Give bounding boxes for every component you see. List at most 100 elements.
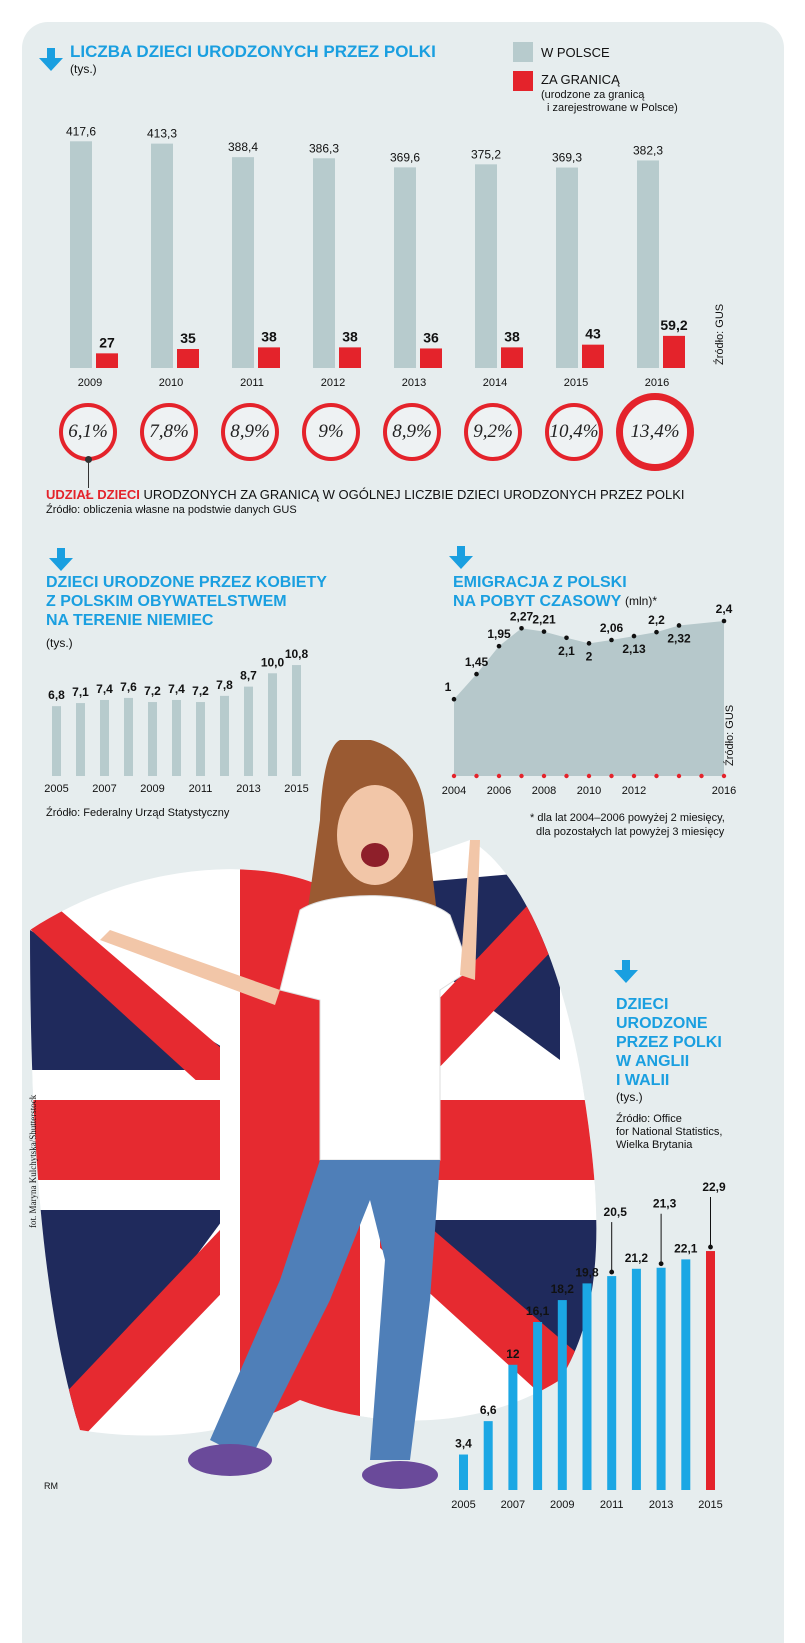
chart3-note-1: * dla lat 2004–2006 powyżej 2 miesięcy, [530, 812, 725, 824]
point-emigration-2010 [586, 641, 592, 646]
bar-england-2010 [582, 1283, 592, 1490]
label-emigration-2006: 1,95 [487, 627, 511, 641]
chart3-title-line1: EMIGRACJA Z POLSKI [453, 574, 627, 591]
axis-dot-2013 [654, 773, 659, 779]
label-poland-2009: 417,6 [66, 124, 96, 138]
label-england-2010: 19,8 [575, 1265, 599, 1279]
share-circle-3: 9% [302, 403, 360, 461]
bar-england-2005 [459, 1454, 468, 1490]
label-poland-2016: 382,3 [633, 143, 663, 157]
chart4-title-line2: URODZONE [616, 1015, 708, 1032]
chart4-title-line5: I WALII [616, 1072, 670, 1089]
chart3-title-line2: NA POBYT CZASOWY [453, 593, 622, 610]
share-title-red: UDZIAŁ DZIECI [46, 487, 140, 502]
label-germany-2005: 6,8 [48, 688, 65, 702]
share-circle-0: 6,1% [59, 403, 117, 461]
label-england-2013: 21,3 [653, 1197, 677, 1211]
axis-dot-2016 [721, 773, 727, 779]
label-germany-2007: 7,4 [96, 682, 113, 696]
tick-germany-2007: 2007 [92, 783, 116, 795]
label-poland-2015: 369,3 [552, 151, 582, 165]
bar-england-2012 [631, 1268, 641, 1490]
legend-abroad-swatch [513, 71, 533, 91]
label-abroad-2014: 38 [504, 328, 520, 344]
label-abroad-2011: 38 [261, 328, 277, 344]
share-pointer-dot [85, 456, 92, 463]
label-england-2012: 21,2 [625, 1251, 649, 1265]
label-abroad-2012: 38 [342, 328, 358, 344]
down-arrow-icon-emigration [449, 546, 473, 569]
bar-abroad-2009 [96, 353, 118, 368]
tick-emigration-2006: 2006 [487, 785, 511, 797]
axis-dot-2007 [519, 773, 524, 779]
label-abroad-2013: 36 [423, 329, 439, 345]
label-emigration-2012: 2,13 [622, 642, 646, 656]
tick-2011: 2011 [240, 377, 264, 389]
chart1-bar-chart: 417,6 27 2009 413,3 35 2010 388,4 38 2011 386,3 38… [66, 124, 688, 389]
tick-germany-2009: 2009 [140, 783, 164, 795]
bar-germany-2012 [220, 695, 229, 776]
bar-germany-2015 [292, 665, 301, 776]
chart3-unit: (mln)* [625, 594, 657, 608]
bar-germany-2008 [124, 697, 133, 776]
tick-germany-2011: 2011 [189, 783, 213, 795]
photo-credit: fot. Maryna Kulchytska/Shutterstock [28, 1094, 38, 1228]
bar-england-2015 [706, 1251, 715, 1490]
chart1-title: LICZBA DZIECI URODZONYCH PRZEZ POLKI [70, 42, 436, 61]
tick-2015: 2015 [564, 377, 588, 389]
label-emigration-2014: 2,32 [667, 631, 691, 645]
label-emigration-2008: 2,21 [532, 613, 556, 627]
tick-emigration-2016: 2016 [712, 785, 736, 797]
chart2-source: Źródło: Federalny Urząd Statystyczny [46, 807, 230, 819]
bar-germany-2014 [268, 673, 277, 776]
label-england-2006: 6,6 [480, 1403, 497, 1417]
tick-england-2005: 2005 [451, 1499, 475, 1511]
axis-dot-2011 [609, 773, 614, 779]
leader-dot-england-2015 [708, 1244, 713, 1250]
chart4-unit: (tys.) [616, 1090, 643, 1104]
chart2-title-line3: NA TERENIE NIEMIEC [46, 612, 214, 629]
label-emigration-2007: 2,27 [510, 609, 534, 623]
label-germany-2006: 7,1 [72, 685, 89, 699]
axis-dot-2014 [676, 773, 682, 779]
chart4-source-line1: Źródło: Office [616, 1113, 682, 1125]
bar-poland-2009 [70, 141, 92, 368]
down-arrow-icon-germany [49, 548, 73, 571]
label-abroad-2009: 27 [99, 334, 115, 350]
label-england-2011: 20,5 [604, 1205, 628, 1219]
label-abroad-2016: 59,2 [660, 317, 687, 333]
tick-emigration-2008: 2008 [532, 785, 556, 797]
axis-dot-2005 [474, 773, 479, 779]
bar-poland-2010 [151, 143, 173, 368]
label-germany-2010: 7,4 [168, 682, 185, 696]
axis-dot-2004 [451, 773, 457, 779]
axis-dot-2008 [541, 773, 547, 779]
label-poland-2014: 375,2 [471, 147, 501, 161]
tick-2014: 2014 [483, 377, 507, 389]
axis-dot-2009 [564, 773, 569, 779]
label-emigration-2011: 2,06 [600, 621, 624, 635]
bar-england-2013 [656, 1267, 666, 1490]
label-poland-2011: 388,4 [228, 140, 258, 154]
label-emigration-2013: 2,2 [648, 613, 665, 627]
chart3-area-chart: 1 1,45 1,95 2,27 2,21 2,1 2 2,06 2,13 2,22,32 2,4 2… [442, 602, 736, 797]
chart1-source: Źródło: GUS [714, 303, 726, 365]
label-germany-2008: 7,6 [120, 680, 137, 694]
label-england-2005: 3,4 [455, 1437, 472, 1451]
bar-germany-2013 [244, 686, 253, 776]
label-germany-2015: 10,8 [285, 647, 309, 661]
down-arrow-icon [39, 48, 63, 71]
share-circle-1: 7,8% [140, 403, 198, 461]
label-emigration-2004: 1 [445, 680, 452, 694]
chart4-source-line3: Wielka Brytania [616, 1139, 693, 1151]
bar-england-2009 [557, 1300, 567, 1490]
bar-germany-2009 [148, 702, 157, 776]
legend-poland-swatch [513, 42, 533, 62]
leader-dot-england-2011 [609, 1269, 615, 1275]
leader-dot-england-2013 [658, 1261, 664, 1267]
tick-england-2007: 2007 [501, 1499, 525, 1511]
bar-abroad-2013 [420, 348, 442, 368]
label-emigration-2009: 2,1 [558, 644, 575, 658]
label-england-2009: 18,2 [551, 1282, 575, 1296]
bar-poland-2014 [475, 164, 497, 368]
